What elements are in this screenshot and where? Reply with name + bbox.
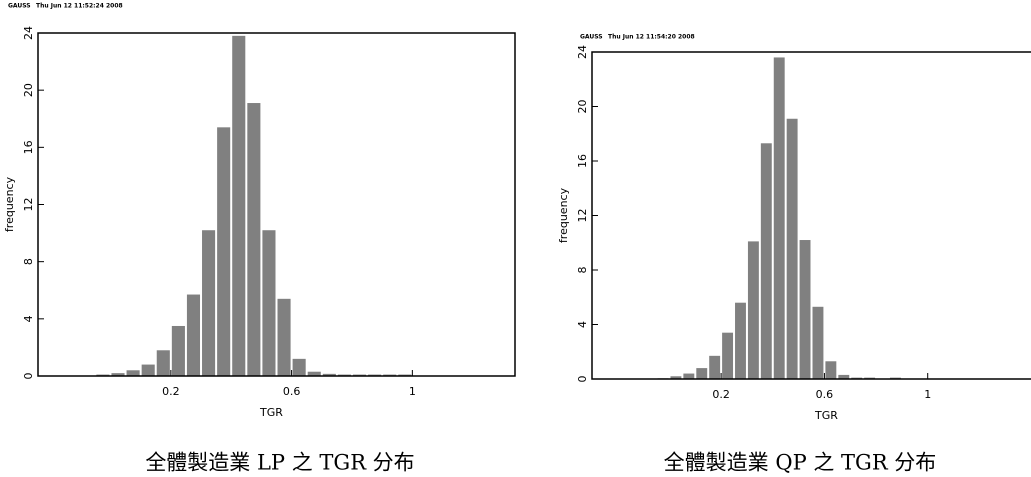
y-tick-label: 24 [576, 45, 589, 59]
y-tick-label: 8 [576, 267, 589, 274]
bar [683, 373, 695, 379]
timestamp: Thu Jun 12 11:54:20 2008 [608, 34, 695, 41]
bar [773, 57, 785, 379]
x-tick-label: 1 [924, 388, 931, 401]
y-tick-label: 16 [22, 140, 35, 154]
bar [111, 373, 125, 376]
bar [186, 294, 201, 376]
caption: 全體製造業 QP 之 TGR 分布 [664, 451, 937, 475]
caption: 全體製造業 LP 之 TGR 分布 [145, 451, 414, 475]
bar [126, 370, 140, 376]
bar [670, 376, 682, 379]
bar [812, 306, 824, 379]
y-axis-label: frequency [557, 187, 570, 243]
bar [262, 230, 276, 376]
y-tick-label: 20 [576, 100, 589, 114]
x-axis-label: TGR [259, 406, 283, 419]
bar [141, 364, 155, 376]
x-tick-label: 0.6 [283, 385, 301, 398]
bar [760, 143, 772, 379]
y-tick-label: 24 [22, 26, 35, 40]
y-tick-label: 0 [22, 373, 35, 380]
timestamp: Thu Jun 12 11:52:24 2008 [36, 3, 123, 10]
bar [202, 230, 216, 376]
y-tick-label: 0 [576, 376, 589, 383]
x-tick-label: 0.2 [712, 388, 730, 401]
x-tick-label: 0.6 [816, 388, 834, 401]
x-tick-label: 0.2 [162, 385, 180, 398]
bar [171, 325, 185, 376]
bar [277, 298, 291, 376]
bar [217, 127, 231, 376]
y-tick-label: 4 [22, 315, 35, 322]
y-tick-label: 12 [22, 198, 35, 212]
x-tick-label: 1 [409, 385, 416, 398]
bar [709, 355, 721, 379]
y-tick-label: 16 [576, 154, 589, 168]
bar [322, 373, 336, 376]
bar [786, 118, 798, 379]
y-tick-label: 20 [22, 83, 35, 97]
bar [722, 332, 734, 379]
plot-frame [37, 32, 516, 377]
header: GAUSS [8, 3, 31, 10]
y-axis-label: frequency [3, 176, 16, 232]
plot-frame [591, 51, 1031, 380]
y-tick-label: 4 [576, 321, 589, 328]
header: GAUSS [580, 34, 603, 41]
y-tick-label: 12 [576, 209, 589, 223]
bar [307, 371, 321, 376]
bar [747, 241, 759, 379]
bar [156, 350, 170, 376]
x-axis-label: TGR [814, 409, 838, 422]
bar [825, 361, 837, 379]
y-tick-label: 8 [22, 258, 35, 265]
bar [696, 368, 708, 379]
bar [838, 374, 850, 379]
bar [799, 240, 811, 379]
bar [292, 358, 306, 376]
bar [247, 103, 261, 376]
bar [232, 35, 246, 376]
bar [735, 302, 746, 379]
